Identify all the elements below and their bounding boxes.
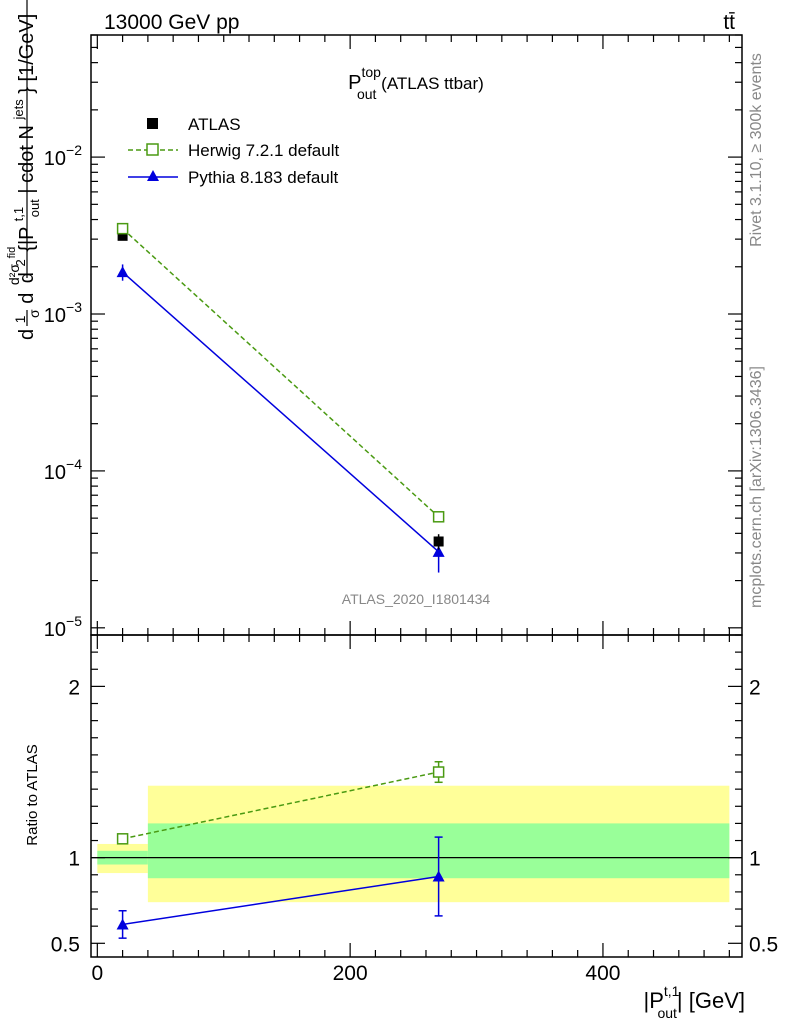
ratio-y-tick-label: 2 [68, 676, 80, 699]
main-tick-marks [91, 34, 742, 636]
x-tick-label: 0 [91, 962, 103, 985]
ratio-y-tick-label-right: 2 [749, 676, 761, 699]
x-tick-labels: 0 200 400 [91, 962, 620, 985]
atlas-point [433, 536, 444, 547]
rivet-label: Rivet 3.1.10, ≥ 300k events [748, 53, 765, 247]
ratio-pythia-point [116, 918, 129, 930]
atlas-point [117, 230, 128, 241]
main-y-tick-label: 10−2 [44, 142, 82, 170]
main-panel: 10−5 10−4 10−3 10−2 Ptop out (ATLAS ttbar) A… [0, 0, 743, 641]
legend-label-atlas: ATLAS [188, 115, 241, 134]
analysis-id: ATLAS_2020_I1801434 [342, 591, 491, 607]
process-label: tt̄ [723, 11, 735, 34]
energy-label: 13000 GeV pp [104, 11, 239, 34]
ratio-y-axis-label: Ratio to ATLAS [24, 744, 41, 845]
herwig-point [432, 511, 445, 523]
ratio-pythia-line [122, 875, 439, 926]
main-y-tick-labels: 10−5 10−4 10−3 10−2 [44, 142, 82, 641]
pythia-point [432, 545, 445, 557]
mcplots-label: mcplots.cern.ch [arXiv:1306.3436] [748, 366, 765, 608]
legend-marker-atlas [147, 118, 158, 129]
x-tick-label: 200 [333, 962, 368, 985]
ratio-herwig-point [116, 833, 129, 845]
herwig-line [122, 228, 440, 518]
svg-text:d 1 σ: d 1 σ d d²σ fid d 2 {|P t,1 out | cdot N… [0, 14, 44, 340]
main-y-tick-label: 10−5 [44, 613, 82, 641]
pythia-point [116, 266, 129, 278]
ratio-panel: 0.5 0.5 1 1 2 2 0 200 400 Ratio to ATLAS |Pt,1 o… [24, 634, 778, 1021]
ratio-pythia-point [432, 870, 445, 882]
ratio-y-tick-label: 0.5 [51, 933, 80, 956]
legend: ATLAS Herwig 7.2.1 default Pythia 8.183 … [128, 115, 339, 187]
ratio-frame [90, 634, 743, 958]
herwig-point [116, 222, 129, 235]
ratio-herwig-point [432, 766, 445, 778]
ratio-tick-marks [91, 635, 742, 957]
ratio-y-tick-label-right: 0.5 [749, 933, 778, 956]
ratio-series-lines [122, 771, 439, 926]
ratio-y-tick-labels: 0.5 0.5 1 1 2 2 [51, 676, 778, 956]
ratio-y-tick-label-right: 1 [749, 848, 761, 871]
ratio-series-markers [116, 760, 445, 939]
legend-marker-pythia [147, 170, 159, 181]
legend-label-pythia: Pythia 8.183 default [188, 168, 339, 187]
ratio-y-tick-label: 1 [68, 848, 80, 871]
x-tick-label: 400 [585, 962, 620, 985]
ratio-herwig-line [122, 771, 439, 840]
main-series-markers [116, 222, 445, 573]
legend-marker-herwig [146, 143, 159, 156]
x-axis-label: |Pt,1 out| [GeV] [643, 983, 745, 1021]
pythia-line [122, 271, 440, 553]
main-series-lines [122, 228, 440, 553]
main-y-tick-label: 10−4 [44, 456, 82, 484]
main-y-tick-label: 10−3 [44, 299, 82, 327]
chart-title: Ptop out (ATLAS ttbar) [348, 64, 484, 102]
legend-label-herwig: Herwig 7.2.1 default [188, 141, 339, 160]
ratio-uncertainty-bands [97, 785, 730, 903]
main-y-axis-label: d 1 σ d d²σ fid d 2 {|P t,1 out | cdot N… [0, 0, 44, 340]
